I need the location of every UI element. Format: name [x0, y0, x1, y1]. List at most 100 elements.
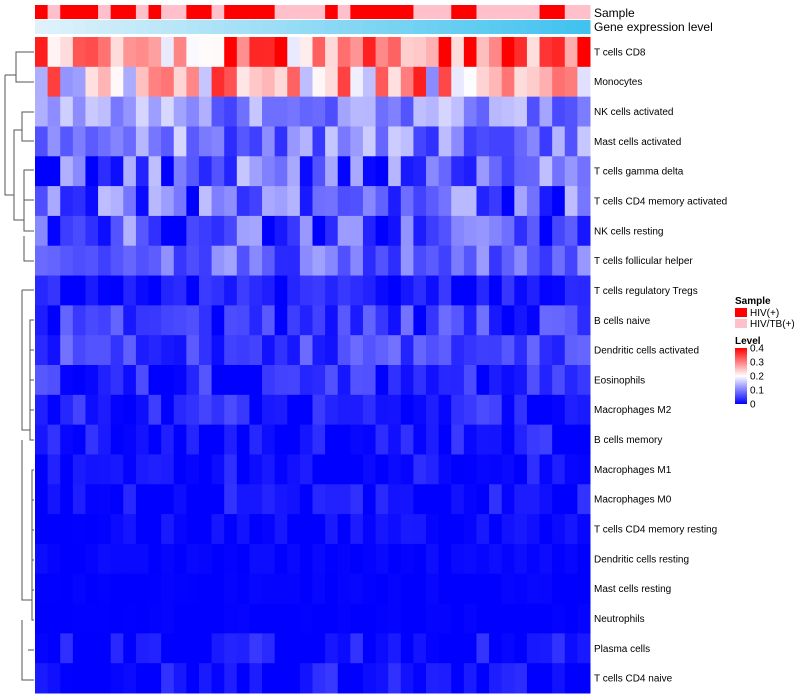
- heatmap-cell: [211, 394, 225, 426]
- heatmap-cell: [463, 275, 477, 306]
- heatmap-cell: [577, 663, 591, 694]
- heatmap-cell: [236, 633, 250, 664]
- heatmap-cell: [426, 37, 440, 68]
- gene-expression-annotation-cell: [375, 20, 389, 34]
- heatmap-cell: [463, 365, 477, 396]
- heatmap-cell: [60, 37, 74, 68]
- heatmap-cell: [350, 633, 364, 664]
- heatmap-cell: [552, 663, 566, 694]
- row-labels: T cells CD8 Monocytes NK cells activated Ma…: [594, 47, 727, 684]
- heatmap-cell: [577, 573, 591, 605]
- heatmap-cell: [564, 424, 578, 455]
- row-label: Macrophages M2: [594, 405, 672, 416]
- legend: Sample HIV(+) HIV/TB(+) Level 0.40.30.20…: [735, 296, 795, 411]
- heatmap-cell: [186, 514, 200, 545]
- heatmap-cell: [552, 335, 566, 366]
- heatmap-cell: [85, 543, 99, 575]
- heatmap-cell: [438, 215, 452, 247]
- heatmap-cell: [198, 573, 213, 605]
- heatmap-cell: [224, 603, 238, 634]
- heatmap-cell: [514, 96, 528, 127]
- heatmap-cell: [375, 66, 389, 98]
- heatmap-cell: [501, 335, 515, 366]
- heatmap-cell: [388, 186, 402, 217]
- heatmap-cell: [564, 514, 578, 545]
- heatmap-cell: [400, 126, 414, 157]
- heatmap-cell: [72, 543, 86, 575]
- heatmap-cell: [539, 484, 553, 515]
- heatmap-cell: [426, 305, 440, 336]
- heatmap-cell: [388, 275, 402, 306]
- row-label: T cells regulatory Tregs: [594, 286, 698, 297]
- heatmap-cell: [476, 365, 490, 396]
- heatmap-cell: [350, 484, 364, 515]
- heatmap-cell: [388, 96, 402, 127]
- heatmap-cell: [135, 573, 150, 605]
- heatmap-cell: [173, 186, 187, 217]
- heatmap-cell: [186, 424, 200, 455]
- heatmap-cell: [173, 663, 187, 694]
- gene-expression-annotation-cell: [85, 20, 99, 34]
- heatmap-cell: [35, 215, 49, 247]
- heatmap-cell: [274, 424, 288, 455]
- heatmap-cell: [173, 335, 187, 366]
- heatmap-cell: [463, 633, 477, 664]
- heatmap-cell: [451, 275, 465, 306]
- heatmap-cell: [426, 186, 440, 217]
- heatmap-cell: [539, 633, 553, 664]
- row-label: T cells CD4 memory activated: [594, 197, 727, 208]
- heatmap-cell: [98, 663, 112, 694]
- heatmap-cell: [426, 335, 440, 366]
- heatmap-cell: [552, 96, 566, 127]
- heatmap-cell: [110, 275, 124, 306]
- heatmap-cell: [60, 424, 74, 455]
- heatmap-cell: [362, 424, 377, 455]
- heatmap-cell: [577, 514, 591, 545]
- heatmap-cell: [426, 663, 440, 694]
- heatmap-cell: [35, 633, 49, 664]
- heatmap-cell: [274, 484, 288, 515]
- heatmap-cell: [438, 484, 452, 515]
- heatmap-cell: [337, 186, 351, 217]
- heatmap-cell: [526, 394, 541, 426]
- heatmap-cell: [186, 305, 200, 336]
- sample-annotation-label: Sample: [594, 6, 635, 20]
- heatmap-cell: [501, 156, 515, 187]
- heatmap-cell: [161, 424, 175, 455]
- heatmap-cell: [451, 365, 465, 396]
- sample-annotation-cell: [186, 5, 200, 19]
- heatmap-cell: [526, 66, 541, 98]
- heatmap-cell: [362, 484, 377, 515]
- heatmap-cell: [186, 335, 200, 366]
- sample-annotation-cell: [148, 5, 162, 19]
- heatmap-cell: [186, 275, 200, 306]
- heatmap-cell: [564, 156, 578, 187]
- heatmap-cell: [476, 186, 490, 217]
- heatmap-cell: [287, 66, 301, 98]
- heatmap-cell: [539, 454, 553, 485]
- legend-level-tick: 0.2: [750, 372, 764, 383]
- row-label: Dendritic cells activated: [594, 346, 699, 357]
- heatmap-cell: [148, 215, 162, 247]
- heatmap-cell: [350, 245, 364, 277]
- heatmap-cell: [388, 66, 402, 98]
- heatmap-cell: [438, 543, 452, 575]
- heatmap-cell: [299, 305, 313, 336]
- heatmap-cell: [375, 335, 389, 366]
- heatmap-cell: [123, 305, 137, 336]
- legend-swatch-hiv: [735, 308, 747, 317]
- heatmap-cell: [186, 543, 200, 575]
- heatmap-cell: [413, 245, 427, 277]
- heatmap-cell: [35, 394, 49, 426]
- heatmap-cell: [262, 66, 276, 98]
- heatmap-cell: [148, 305, 162, 336]
- heatmap-cell: [161, 394, 175, 426]
- sample-annotation-cell: [211, 5, 225, 19]
- heatmap-cell: [489, 245, 503, 277]
- heatmap-cell: [552, 245, 566, 277]
- heatmap-cell: [198, 365, 213, 396]
- heatmap-cell: [413, 305, 427, 336]
- sample-annotation-cell: [564, 5, 578, 19]
- heatmap-cell: [426, 543, 440, 575]
- heatmap-cell: [375, 215, 389, 247]
